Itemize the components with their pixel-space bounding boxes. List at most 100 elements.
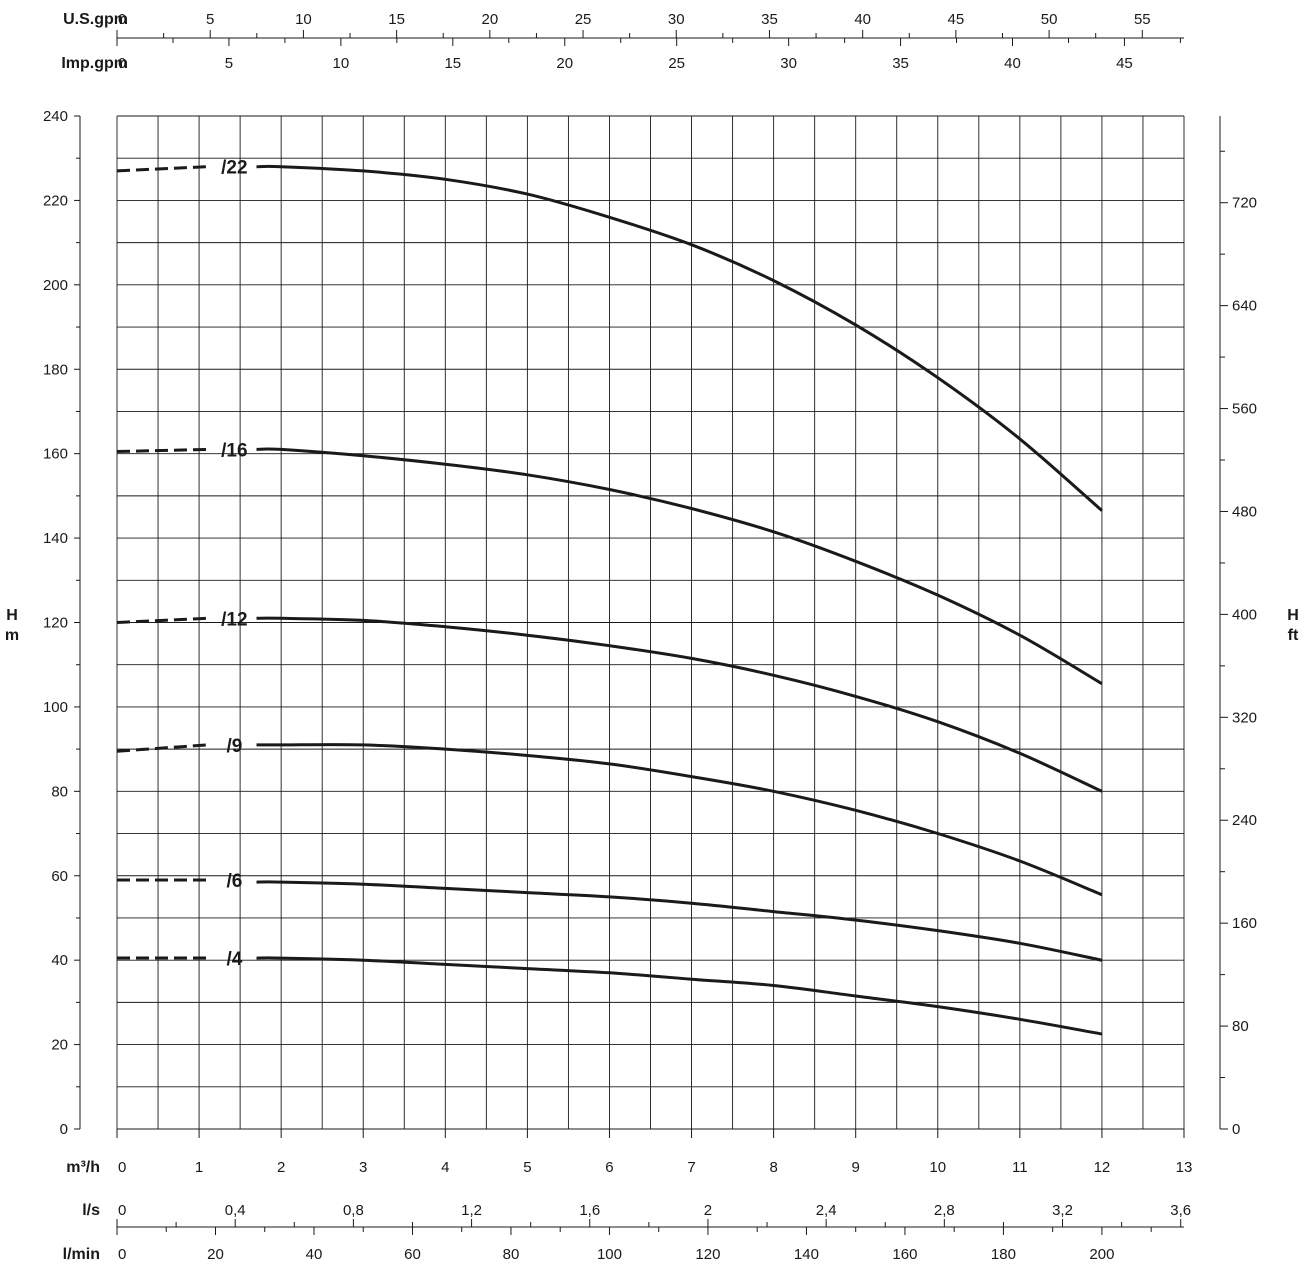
imp-gpm-tick-label: 0	[118, 55, 126, 72]
right-y-axis-label-top: H	[1287, 607, 1299, 624]
us-gpm-tick-label: 35	[761, 11, 778, 28]
curve-label-9: /9	[226, 736, 242, 757]
ls-axis-label: l/s	[82, 1202, 100, 1219]
curve-dashed-22	[116, 165, 208, 173]
right-tick-label: 560	[1232, 401, 1257, 418]
tick-labels: 0204060801001201401601802002202400801602…	[43, 11, 1257, 1263]
curve-9	[256, 743, 1103, 897]
right-tick-label: 720	[1232, 195, 1257, 212]
lmin-tick-label: 0	[118, 1246, 126, 1263]
right-tick-label: 0	[1232, 1121, 1240, 1138]
curve-4	[256, 956, 1103, 1036]
imp-gpm-tick-label: 40	[1004, 55, 1021, 72]
us-gpm-tick-label: 25	[575, 11, 592, 28]
left-tick-label: 80	[51, 783, 68, 800]
us-gpm-tick-label: 40	[854, 11, 871, 28]
curve-12	[256, 616, 1103, 793]
ls-tick-label: 3,2	[1052, 1202, 1073, 1219]
imp-gpm-tick-label: 10	[333, 55, 350, 72]
right-tick-label: 640	[1232, 298, 1257, 315]
curve-label-22: /22	[221, 158, 247, 179]
left-tick-label: 180	[43, 361, 68, 378]
right-tick-label: 400	[1232, 606, 1257, 623]
lmin-tick-label: 160	[892, 1246, 917, 1263]
m3h-tick-label: 0	[118, 1159, 126, 1176]
curve-22	[256, 164, 1103, 512]
m3h-tick-label: 6	[605, 1159, 613, 1176]
curve-labels: /22/16/12/9/6/4	[221, 158, 247, 970]
us-gpm-tick-label: 20	[481, 11, 498, 28]
left-tick-label: 60	[51, 868, 68, 885]
m3h-tick-label: 9	[852, 1159, 860, 1176]
lmin-tick-label: 180	[991, 1246, 1016, 1263]
curve-6	[256, 880, 1103, 962]
right-tick-label: 80	[1232, 1018, 1249, 1035]
ls-tick-label: 0,4	[225, 1202, 246, 1219]
left-tick-label: 20	[51, 1037, 68, 1054]
left-tick-label: 0	[60, 1121, 68, 1138]
curve-dashed-9	[116, 743, 208, 753]
m3h-tick-label: 7	[687, 1159, 695, 1176]
curve-label-6: /6	[226, 871, 242, 892]
ls-tick-label: 1,6	[579, 1202, 600, 1219]
m3h-tick-label: 4	[441, 1159, 449, 1176]
lmin-tick-label: 140	[794, 1246, 819, 1263]
left-tick-label: 100	[43, 699, 68, 716]
m3h-tick-label: 12	[1094, 1159, 1111, 1176]
us-gpm-tick-label: 50	[1041, 11, 1058, 28]
imp-gpm-tick-label: 25	[668, 55, 685, 72]
ls-tick-label: 3,6	[1170, 1202, 1191, 1219]
ls-tick-label: 1,2	[461, 1202, 482, 1219]
lmin-axis-label: l/min	[63, 1246, 100, 1263]
lmin-tick-label: 40	[306, 1246, 323, 1263]
curve-label-16: /16	[221, 440, 247, 461]
curve-dashed-16	[116, 447, 208, 454]
lmin-tick-label: 80	[503, 1246, 520, 1263]
left-tick-label: 120	[43, 615, 68, 632]
ls-tick-label: 2,4	[816, 1202, 837, 1219]
m3h-tick-label: 13	[1176, 1159, 1193, 1176]
ls-tick-label: 2	[704, 1202, 712, 1219]
lmin-tick-label: 60	[404, 1246, 421, 1263]
axis-unit-labels: U.S.gpm Imp.gpm m³/h l/s l/min H m H ft	[5, 11, 1299, 1263]
curves	[116, 164, 1103, 1036]
curve-label-4: /4	[226, 949, 242, 970]
us-gpm-axis-label: U.S.gpm	[63, 11, 128, 28]
left-tick-label: 240	[43, 108, 68, 125]
right-tick-label: 160	[1232, 915, 1257, 932]
lmin-tick-label: 100	[597, 1246, 622, 1263]
right-tick-label: 320	[1232, 709, 1257, 726]
curve-16	[256, 447, 1103, 685]
us-gpm-tick-label: 15	[388, 11, 405, 28]
imp-gpm-tick-label: 15	[444, 55, 461, 72]
left-tick-label: 200	[43, 277, 68, 294]
m3h-tick-label: 3	[359, 1159, 367, 1176]
ls-tick-label: 0,8	[343, 1202, 364, 1219]
left-tick-label: 140	[43, 530, 68, 547]
left-y-axis-label-top: H	[6, 607, 18, 624]
us-gpm-tick-label: 5	[206, 11, 214, 28]
ls-tick-label: 2,8	[934, 1202, 955, 1219]
curve-label-12: /12	[221, 609, 247, 630]
lmin-tick-label: 200	[1089, 1246, 1114, 1263]
imp-gpm-tick-label: 35	[892, 55, 909, 72]
left-y-axis-label-bottom: m	[5, 627, 19, 644]
lmin-tick-label: 120	[695, 1246, 720, 1263]
right-tick-label: 240	[1232, 812, 1257, 829]
m3h-axis-label: m³/h	[66, 1159, 100, 1176]
m3h-tick-label: 10	[929, 1159, 946, 1176]
m3h-tick-label: 11	[1012, 1159, 1028, 1176]
imp-gpm-tick-label: 45	[1116, 55, 1133, 72]
ls-tick-label: 0	[118, 1202, 126, 1219]
m3h-tick-label: 1	[195, 1159, 203, 1176]
us-gpm-tick-label: 0	[118, 11, 126, 28]
left-tick-label: 160	[43, 446, 68, 463]
lmin-tick-label: 20	[207, 1246, 224, 1263]
m3h-tick-label: 2	[277, 1159, 285, 1176]
m3h-tick-label: 8	[769, 1159, 777, 1176]
us-gpm-tick-label: 55	[1134, 11, 1151, 28]
right-y-axis-label-bottom: ft	[1288, 627, 1299, 644]
axes	[74, 30, 1228, 1235]
left-tick-label: 220	[43, 192, 68, 209]
